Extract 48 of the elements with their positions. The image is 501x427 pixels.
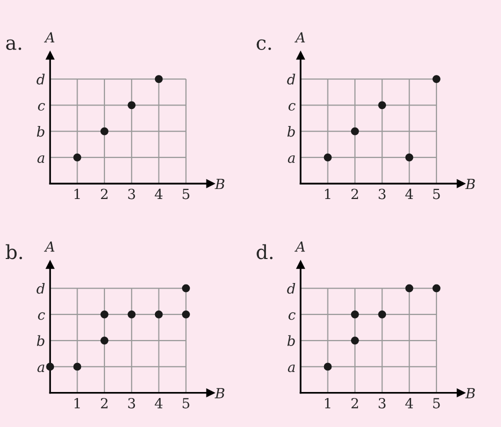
x-tick-label: 5 (182, 188, 190, 200)
x-axis-title: B (465, 178, 475, 190)
x-tick-label: 2 (100, 188, 108, 200)
y-tick-label: a (37, 364, 44, 372)
y-axis-title: A (44, 241, 54, 252)
x-tick-label: 3 (378, 188, 386, 200)
x-tick-label: 4 (154, 188, 163, 200)
y-tick-label: d (287, 282, 296, 294)
x-tick-label: 2 (100, 398, 108, 408)
y-tick-label: d (36, 74, 45, 85)
y-tick-label: a (37, 155, 44, 163)
chart-title: b. (6, 244, 22, 260)
x-tick-label: 1 (325, 188, 330, 200)
chart-title: d. (256, 244, 273, 260)
y-tick-label: b (36, 126, 44, 137)
y-tick-label: c (288, 103, 296, 111)
x-tick-label: 2 (351, 398, 358, 408)
y-tick-label: b (36, 335, 44, 346)
y-tick-label: b (287, 335, 295, 346)
y-tick-label: c (288, 312, 296, 320)
x-tick-label: 4 (154, 398, 163, 408)
y-axis-title: A (44, 32, 54, 42)
x-tick-label: 5 (433, 188, 440, 200)
x-tick-label: 1 (74, 398, 80, 408)
y-tick-label: b (287, 126, 295, 137)
x-tick-label: 3 (128, 188, 136, 200)
y-axis-title: A (294, 32, 305, 42)
y-tick-label: c (38, 103, 45, 111)
y-tick-label: d (36, 282, 45, 294)
x-tick-label: 1 (74, 188, 80, 200)
x-tick-label: 4 (405, 398, 414, 408)
x-axis-title: B (465, 388, 475, 398)
x-tick-label: 5 (433, 398, 440, 408)
y-tick-label: a (288, 364, 295, 372)
y-tick-label: c (38, 312, 45, 320)
y-tick-label: a (288, 155, 295, 163)
x-tick-label: 2 (351, 188, 358, 200)
x-tick-label: 4 (405, 188, 414, 200)
chart-title: a. (6, 39, 22, 50)
x-tick-label: 5 (182, 398, 190, 408)
x-axis-title: B (214, 178, 224, 190)
x-axis-title: B (214, 388, 224, 398)
chart-title: c. (256, 39, 271, 50)
y-axis-title: A (294, 241, 305, 252)
x-tick-label: 3 (128, 398, 136, 408)
x-tick-label: 3 (378, 398, 386, 408)
x-tick-label: 1 (325, 398, 330, 408)
y-tick-label: d (287, 74, 296, 85)
